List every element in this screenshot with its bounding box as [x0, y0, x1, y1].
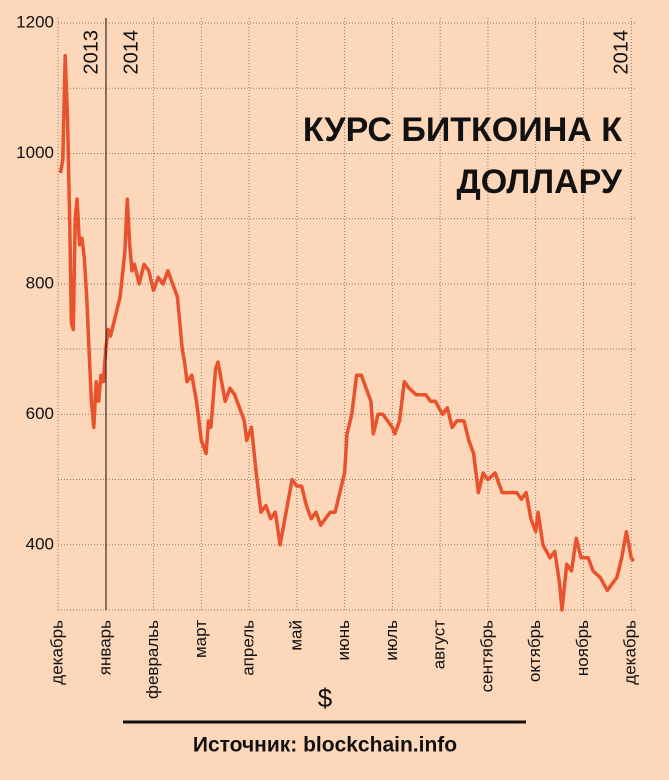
y-tick-label: 1200	[16, 12, 54, 31]
x-tick-label: декабрь	[47, 620, 66, 685]
x-tick-label: сентябрь	[477, 620, 496, 693]
x-tick-label: февральь	[143, 620, 162, 699]
source: Источник: blockchain.info	[193, 734, 457, 757]
y-tick-label: 600	[26, 404, 54, 423]
currency: $	[318, 683, 333, 713]
x-tick-label: январь	[95, 620, 114, 675]
x-tick-label: май	[286, 620, 305, 651]
price-line	[58, 53, 636, 612]
x-tick-label: август	[430, 620, 449, 669]
y-tick-label: 800	[26, 273, 54, 292]
x-tick-label: июль	[382, 620, 401, 661]
chart-title: ДОЛЛАРУ	[457, 163, 623, 201]
x-tick-label: июнь	[334, 620, 353, 661]
x-tick-label: декабрь	[621, 620, 640, 685]
x-tick-label: март	[191, 620, 210, 658]
x-tick-label: октябрь	[525, 620, 544, 682]
year-label: 2013	[80, 30, 102, 75]
year-label: 2014	[120, 30, 142, 75]
chart-title: КУРС БИТКОИНА К	[303, 111, 622, 149]
year-label: 2014	[610, 30, 632, 75]
y-tick-label: 400	[26, 534, 54, 553]
y-tick-label: 1000	[16, 143, 54, 162]
x-tick-label: ноябрь	[573, 620, 592, 676]
x-tick-label: апрель	[239, 620, 258, 676]
